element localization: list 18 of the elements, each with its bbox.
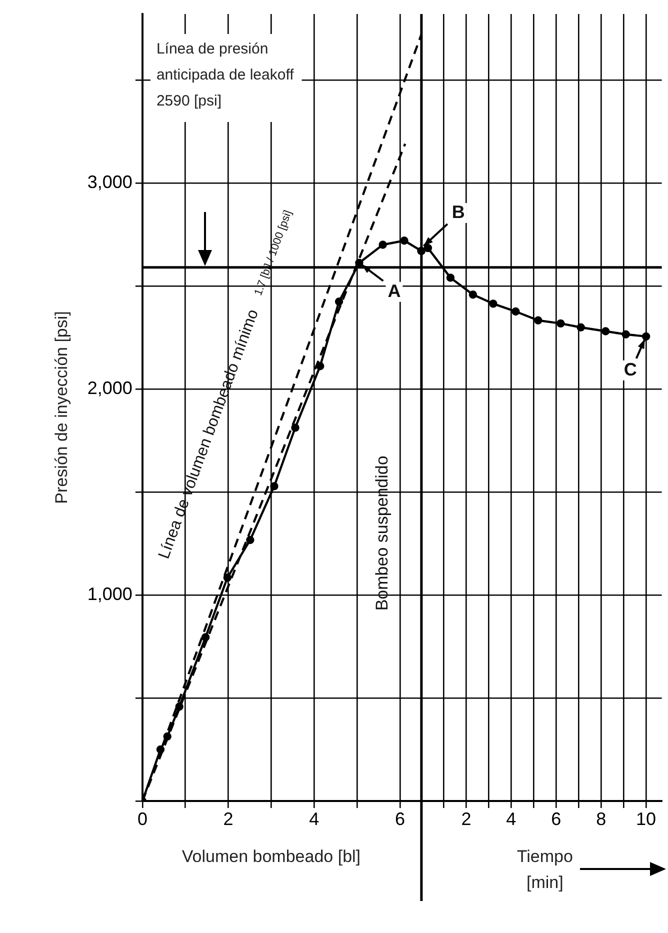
x2-tick-label: 10	[636, 808, 656, 829]
x-tick-label: 6	[394, 808, 405, 829]
x-tick-label: 4	[309, 808, 320, 829]
annotation: 1.7 [bl] / 1000 [psi]	[252, 208, 294, 298]
annotation: C	[624, 359, 637, 380]
x-tick-label: 0	[137, 808, 148, 829]
annotation: B	[452, 202, 465, 222]
annotation: A	[388, 280, 401, 301]
ref-line-label: Línea de presión anticipada de leakoff 2590 [psi]	[156, 40, 295, 110]
y-tick-label: 2,000	[87, 378, 132, 398]
x-axis-title: Volumen bombeado [bl]	[182, 847, 361, 866]
y-tick-label: 1,000	[87, 584, 132, 604]
x2-tick-label: 8	[596, 808, 606, 829]
annotation: Bombeo suspendido	[372, 456, 392, 611]
y-axis-title: Presión de inyección [psi]	[52, 311, 71, 504]
x-tick-label: 2	[223, 808, 234, 829]
y-tick-label: 3,000	[87, 172, 132, 192]
x2-axis-title: Tiempo [min]	[516, 847, 573, 892]
